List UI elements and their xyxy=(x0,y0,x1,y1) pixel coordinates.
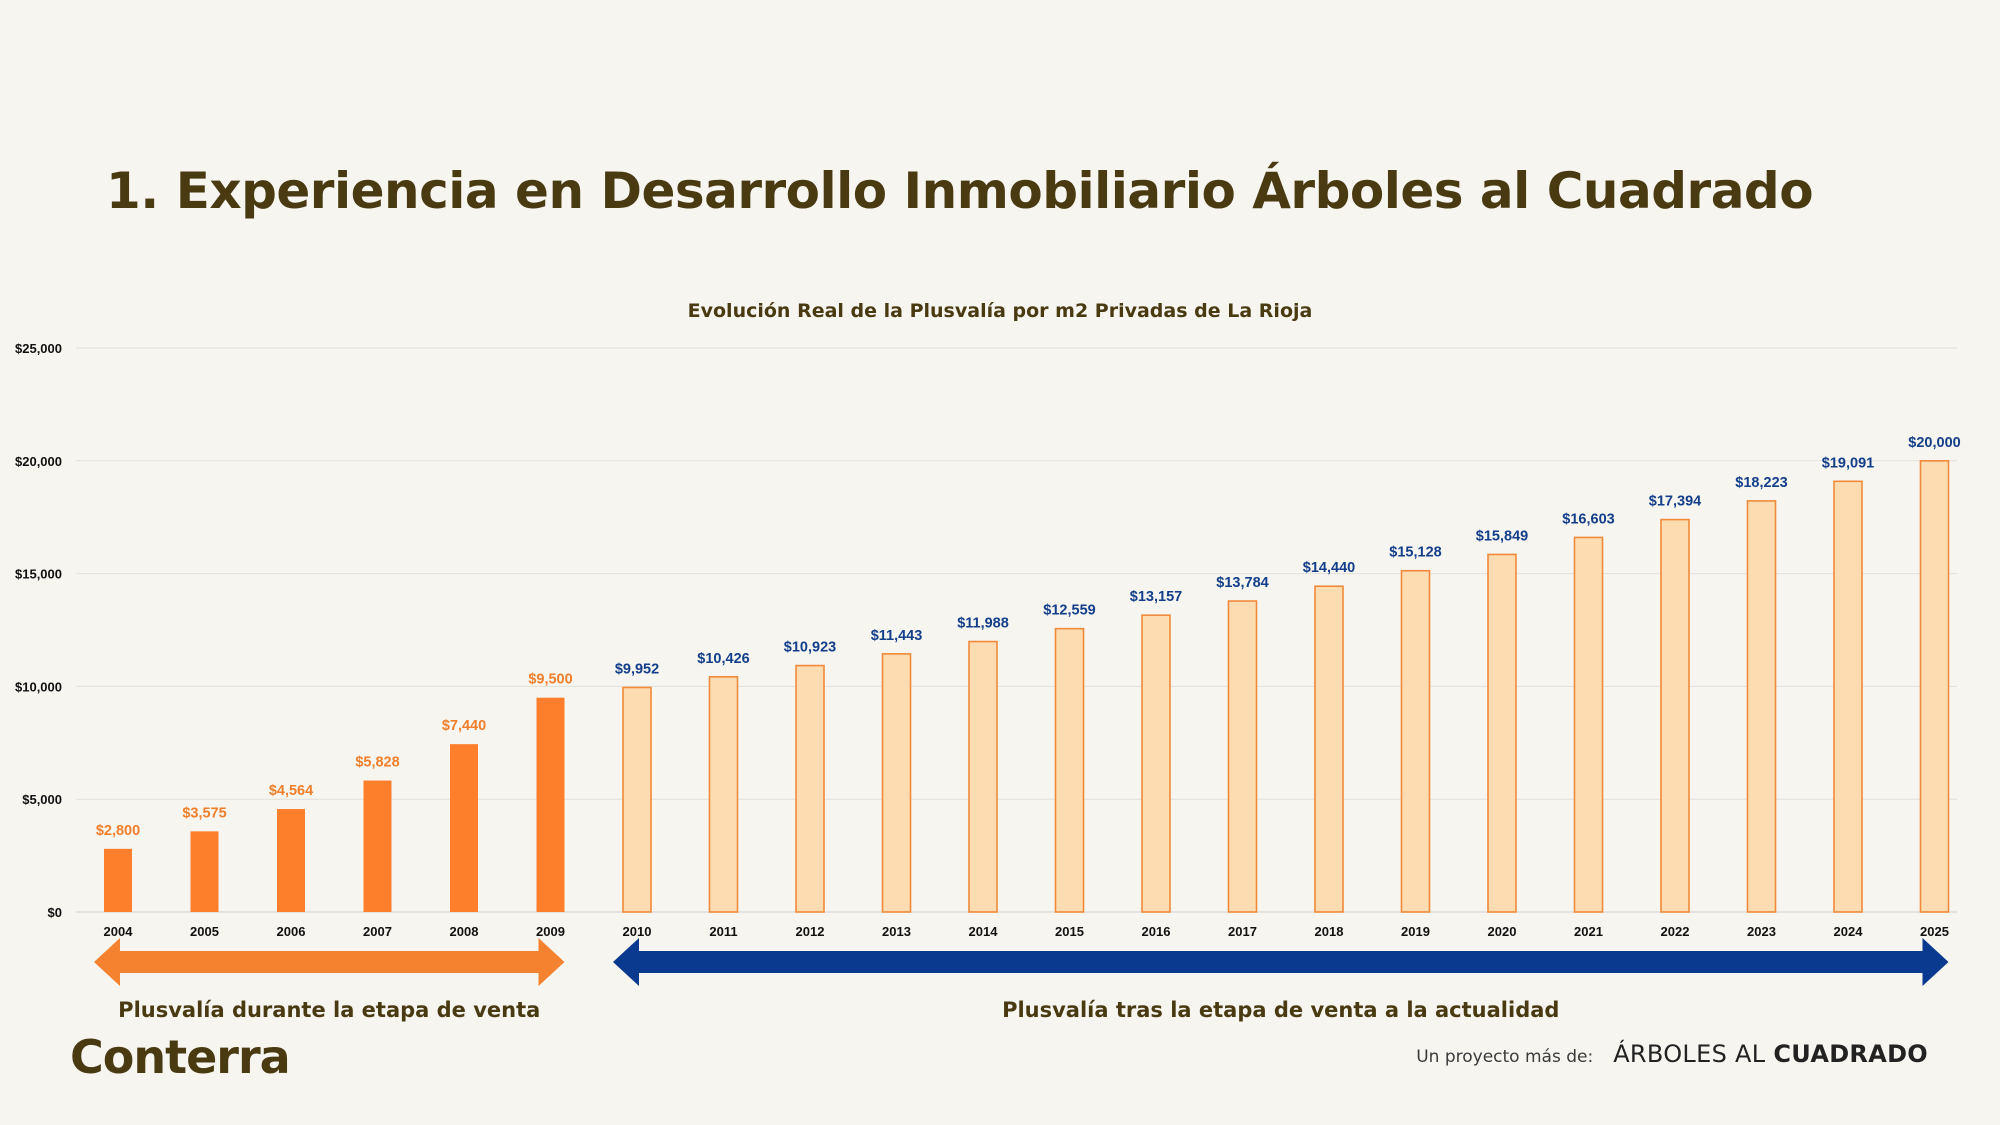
data-label-2012: $10,923 xyxy=(784,640,836,656)
bar-2011 xyxy=(708,675,739,913)
chart-title: Evolución Real de la Plusvalía por m2 Pr… xyxy=(688,300,1313,322)
x-tick-2022: 2022 xyxy=(1661,924,1690,939)
x-tick-2014: 2014 xyxy=(969,924,999,939)
phase-arrow-2 xyxy=(613,938,1949,986)
phase-arrows: Plusvalía durante la etapa de venta Plusv… xyxy=(94,938,1949,1022)
bar-2021 xyxy=(1573,536,1604,913)
bar-2006 xyxy=(277,809,305,912)
data-label-2024: $19,091 xyxy=(1822,455,1874,471)
data-label-2020: $15,849 xyxy=(1476,528,1528,544)
x-tick-2020: 2020 xyxy=(1488,924,1517,939)
footer-brand-bold: CUADRADO xyxy=(1773,1040,1928,1068)
data-label-2015: $12,559 xyxy=(1043,603,1095,619)
bar-2023 xyxy=(1746,500,1777,913)
y-axis: $0 $5,000 $10,000 $15,000 $20,000 $25,000 xyxy=(15,341,62,920)
data-label-2013: $11,443 xyxy=(871,628,923,644)
phase-label-1: Plusvalía durante la etapa de venta xyxy=(118,998,540,1022)
bar-2025 xyxy=(1919,459,1950,913)
bar-2007 xyxy=(363,780,392,912)
bar-2016 xyxy=(1141,614,1171,913)
phase-arrow-1 xyxy=(94,938,565,986)
bar-2018 xyxy=(1314,585,1344,913)
data-label-2025: $20,000 xyxy=(1908,435,1960,451)
y-tick-label: $15,000 xyxy=(15,567,62,582)
bar-2009 xyxy=(536,697,565,912)
y-tick-label: $10,000 xyxy=(15,679,62,694)
y-tick-label: $20,000 xyxy=(15,454,62,469)
y-tick-label: $5,000 xyxy=(22,792,62,807)
x-tick-2016: 2016 xyxy=(1142,924,1171,939)
x-tick-2012: 2012 xyxy=(796,924,825,939)
data-label-2011: $10,426 xyxy=(697,651,749,667)
data-label-2010: $9,952 xyxy=(615,661,659,677)
arboles-al-cuadrado-logo: ÁRBOLES AL CUADRADO xyxy=(1613,1040,1928,1068)
bar-2017 xyxy=(1227,600,1258,913)
bar-2012 xyxy=(795,664,825,913)
x-axis: 2004 2005 2006 2007 2008 2009 2010 2011 2012 2013… xyxy=(104,924,1949,939)
bar-2004 xyxy=(104,848,132,912)
data-labels: $2,800 $3,575 $4,564 $5,828 $7,440 $9,500 $9,9… xyxy=(96,435,1961,839)
x-tick-2008: 2008 xyxy=(450,924,479,939)
data-label-2006: $4,564 xyxy=(269,783,313,799)
data-label-2007: $5,828 xyxy=(355,755,399,771)
x-tick-2004: 2004 xyxy=(104,924,134,939)
bar-2008 xyxy=(450,744,478,912)
x-tick-2017: 2017 xyxy=(1228,924,1257,939)
data-label-2022: $17,394 xyxy=(1649,494,1701,510)
data-label-2009: $9,500 xyxy=(528,672,572,688)
data-label-2018: $14,440 xyxy=(1303,560,1355,576)
phase-label-2: Plusvalía tras la etapa de venta a la ac… xyxy=(1002,998,1559,1022)
y-tick-label: $25,000 xyxy=(15,341,62,356)
data-label-2023: $18,223 xyxy=(1735,475,1787,491)
bar-2015 xyxy=(1054,627,1085,913)
x-tick-2023: 2023 xyxy=(1747,924,1776,939)
x-tick-2007: 2007 xyxy=(363,924,392,939)
bars xyxy=(104,459,1950,913)
x-tick-2010: 2010 xyxy=(623,924,652,939)
x-tick-2021: 2021 xyxy=(1574,924,1603,939)
data-label-2014: $11,988 xyxy=(957,616,1009,632)
footer-credit: Un proyecto más de: ÁRBOLES AL CUADRADO xyxy=(1416,1040,1928,1068)
data-label-2008: $7,440 xyxy=(442,718,486,734)
bar-2020 xyxy=(1487,553,1517,913)
x-tick-2011: 2011 xyxy=(709,924,737,939)
bar-2024 xyxy=(1833,480,1863,913)
x-tick-2015: 2015 xyxy=(1055,924,1084,939)
x-tick-2005: 2005 xyxy=(190,924,219,939)
slide-title: 1. Experiencia en Desarrollo Inmobiliari… xyxy=(106,162,1814,220)
x-tick-2019: 2019 xyxy=(1401,924,1430,939)
data-label-2004: $2,800 xyxy=(96,823,140,839)
bar-2010 xyxy=(622,686,652,913)
x-tick-2006: 2006 xyxy=(277,924,306,939)
bar-2014 xyxy=(968,640,998,913)
footer-brand-light: ÁRBOLES AL xyxy=(1613,1040,1766,1068)
data-label-2017: $13,784 xyxy=(1216,575,1268,591)
bar-2019 xyxy=(1400,569,1431,913)
x-tick-2025: 2025 xyxy=(1920,924,1949,939)
bar-2022 xyxy=(1660,518,1690,913)
bar-2013 xyxy=(881,653,912,913)
data-label-2005: $3,575 xyxy=(182,805,226,821)
data-label-2021: $16,603 xyxy=(1562,511,1614,527)
conterra-logo: Conterra xyxy=(70,1030,291,1084)
x-tick-2009: 2009 xyxy=(536,924,565,939)
data-label-2019: $15,128 xyxy=(1389,545,1441,561)
y-tick-label: $0 xyxy=(48,905,62,920)
bar-2005 xyxy=(190,831,219,912)
x-tick-2024: 2024 xyxy=(1834,924,1864,939)
data-label-2016: $13,157 xyxy=(1130,589,1182,605)
x-tick-2018: 2018 xyxy=(1315,924,1344,939)
x-tick-2013: 2013 xyxy=(882,924,911,939)
footer-label: Un proyecto más de: xyxy=(1416,1047,1594,1067)
